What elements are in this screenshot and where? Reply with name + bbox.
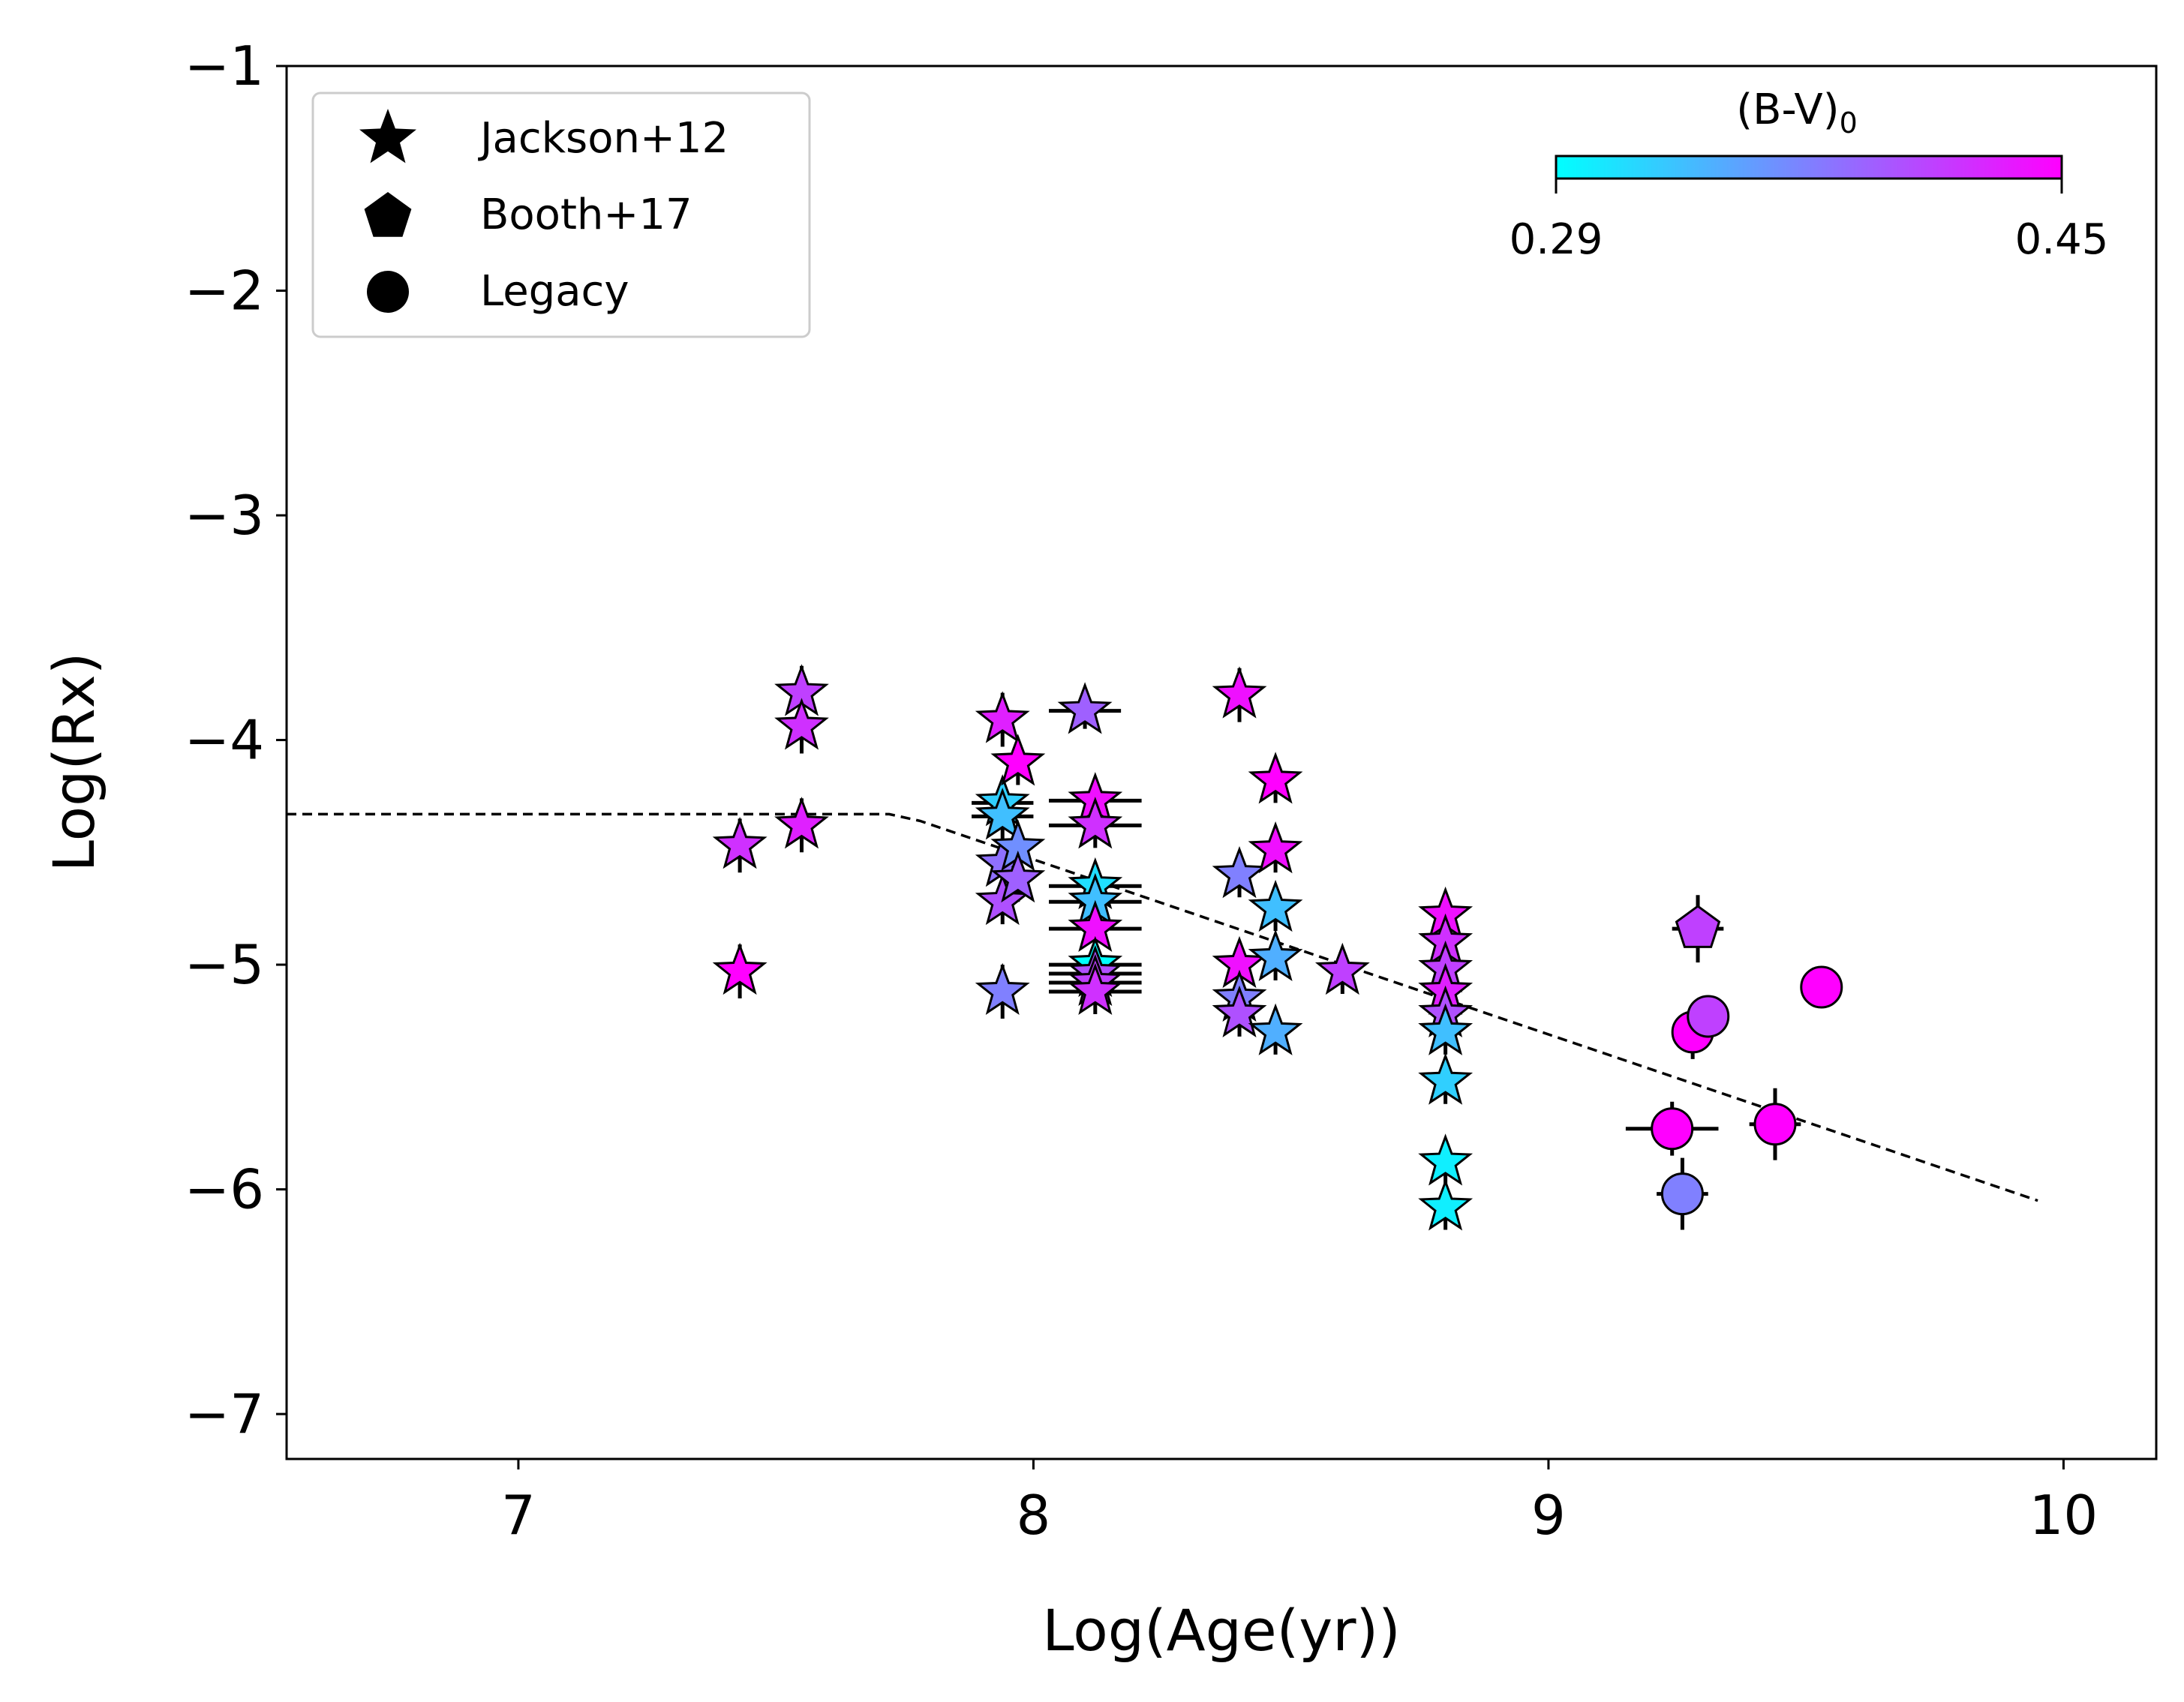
data-point-star bbox=[1248, 879, 1303, 932]
data-point-circle bbox=[1687, 995, 1730, 1038]
trend-line-layer bbox=[287, 812, 2038, 1202]
legend: Jackson+12 Booth+17 Legacy bbox=[311, 92, 811, 338]
legend-markers bbox=[359, 109, 416, 313]
data-point-star bbox=[712, 817, 768, 869]
legend-box bbox=[311, 92, 811, 338]
x-tick-label: 9 bbox=[1531, 1484, 1566, 1547]
data-point-star bbox=[1212, 985, 1267, 1037]
trend-line bbox=[287, 812, 2038, 1202]
data-point-star bbox=[1418, 1133, 1474, 1186]
data-point-star bbox=[1418, 1052, 1474, 1105]
data-point-pentagon bbox=[1675, 905, 1721, 948]
x-tick-label: 10 bbox=[2029, 1484, 2098, 1547]
data-point-star bbox=[1212, 846, 1267, 899]
colorbar-title: (B-V)0 bbox=[1736, 86, 1858, 140]
data-point-star bbox=[1068, 962, 1123, 1015]
legend-label-jackson: Jackson+12 bbox=[478, 114, 729, 163]
x-axis: 7 8 9 10 bbox=[501, 1459, 2098, 1547]
legend-marker-star bbox=[359, 109, 416, 164]
data-point-star bbox=[1057, 682, 1113, 734]
data-point-star bbox=[990, 850, 1046, 903]
data-point-star bbox=[774, 698, 829, 750]
data-point-star bbox=[1314, 942, 1370, 995]
data-point-star bbox=[774, 797, 829, 849]
y-tick-label: −2 bbox=[185, 260, 264, 323]
legend-label-legacy: Legacy bbox=[480, 267, 629, 316]
legend-marker-circle bbox=[367, 271, 409, 313]
y-tick-label: −1 bbox=[185, 35, 264, 98]
data-point-star bbox=[975, 691, 1030, 743]
colorbar-gradient bbox=[1555, 155, 2063, 180]
data-point-circle bbox=[1800, 965, 1843, 1009]
y-axis: −7 −6 −5 −4 −3 −2 −1 bbox=[185, 35, 287, 1445]
legend-marker-pentagon bbox=[364, 192, 412, 237]
data-point-circle bbox=[1753, 1103, 1797, 1146]
data-point-star bbox=[975, 962, 1030, 1015]
legend-label-booth: Booth+17 bbox=[480, 191, 692, 239]
data-point-star bbox=[990, 734, 1046, 786]
y-tick-label: −5 bbox=[185, 933, 264, 996]
y-tick-label: −4 bbox=[185, 709, 264, 772]
plot-frame bbox=[285, 65, 2158, 1460]
data-point-star bbox=[1248, 821, 1303, 874]
y-tick-label: −7 bbox=[185, 1382, 264, 1445]
colorbar-max-label: 0.45 bbox=[2015, 215, 2109, 264]
data-point-star bbox=[1212, 666, 1267, 719]
data-point-circle bbox=[1651, 1107, 1694, 1151]
data-point-star bbox=[1248, 1003, 1303, 1055]
marker-layer bbox=[712, 664, 1843, 1231]
colorbar-min-label: 0.29 bbox=[1510, 215, 1603, 264]
y-tick-label: −3 bbox=[185, 484, 264, 547]
data-point-star bbox=[1068, 797, 1123, 849]
data-point-star bbox=[1418, 1178, 1474, 1231]
x-tick-label: 7 bbox=[501, 1484, 536, 1547]
data-point-star bbox=[712, 942, 768, 995]
x-tick-label: 8 bbox=[1017, 1484, 1051, 1547]
data-point-star bbox=[1248, 752, 1303, 804]
data-point-star bbox=[1248, 929, 1303, 982]
data-point-star bbox=[975, 788, 1030, 840]
y-tick-label: −6 bbox=[185, 1158, 264, 1221]
data-point-circle bbox=[1660, 1172, 1704, 1216]
colorbar: (B-V)0 0.29 0.45 bbox=[1510, 86, 2109, 264]
x-axis-title: Log(Age(yr)) bbox=[1042, 1597, 1401, 1664]
data-point-star bbox=[1418, 1003, 1474, 1055]
y-axis-title: Log(Rx) bbox=[41, 653, 107, 872]
